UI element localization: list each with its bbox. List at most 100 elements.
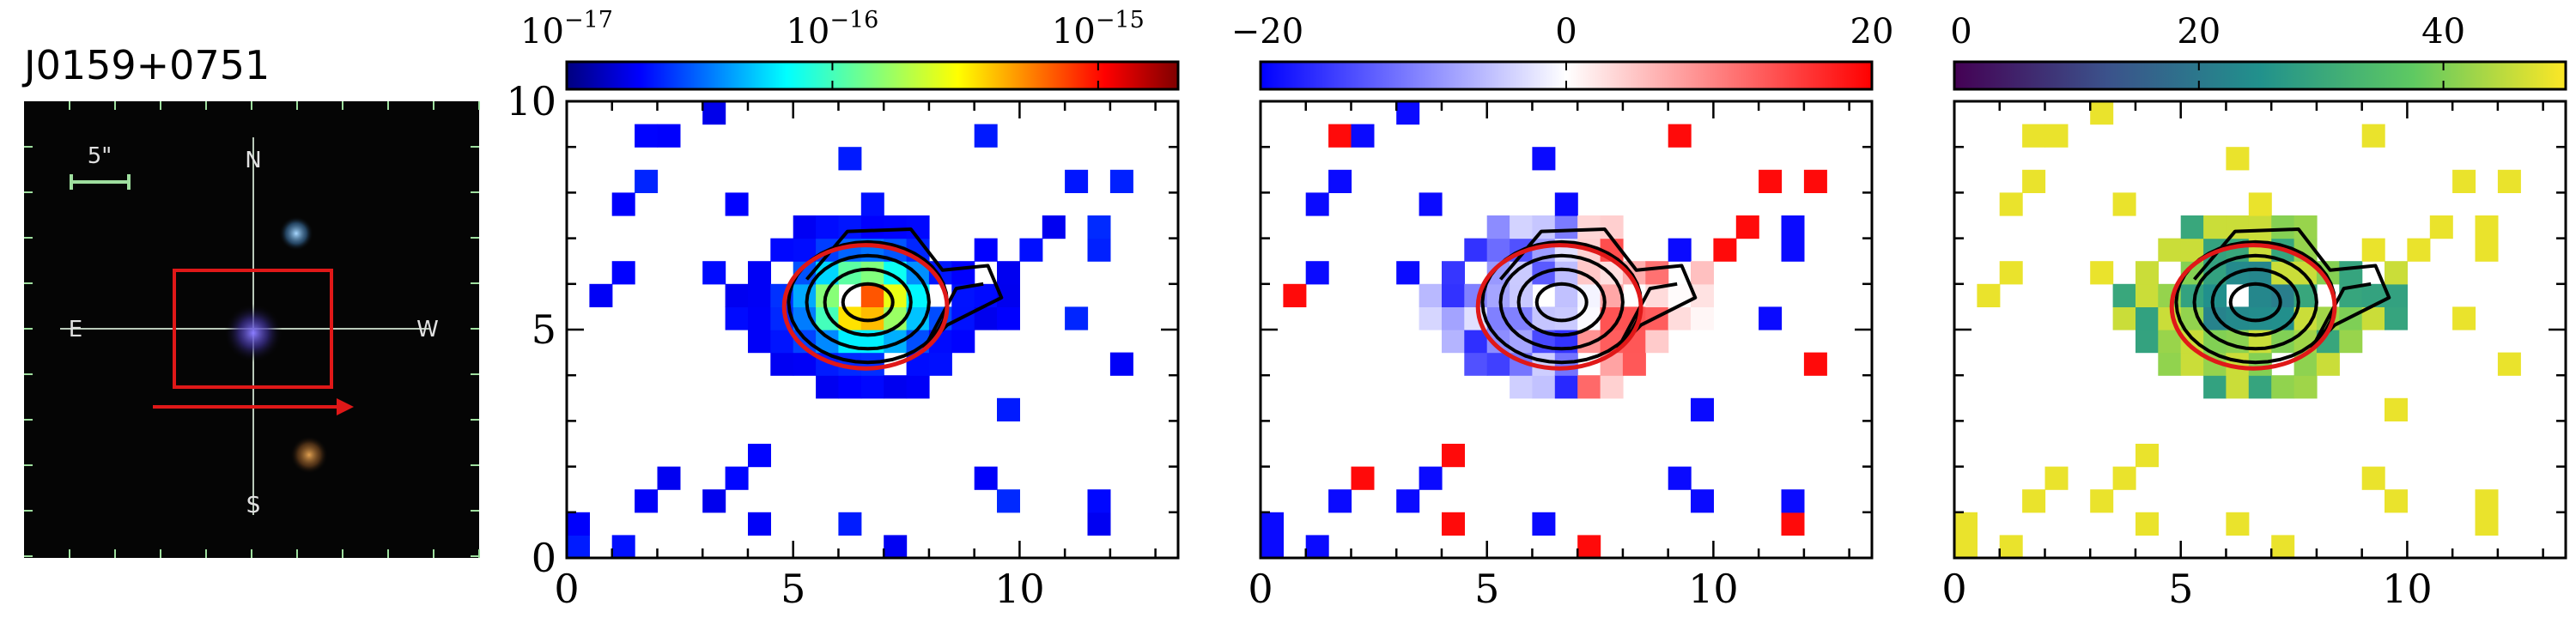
colorbar-tick-label: −20: [1231, 12, 1303, 52]
heatmap-cell: [1261, 535, 1284, 558]
heatmap-cell: [770, 352, 794, 376]
heatmap-cell: [906, 375, 930, 399]
contour-line: [805, 227, 1004, 350]
heatmap-cell: [1087, 512, 1111, 536]
heatmap-cell: [2293, 375, 2318, 399]
heatmap-cell: [2271, 215, 2295, 239]
heatmap-cell: [2248, 261, 2272, 285]
colorbar-ticks-dispersion: [1953, 62, 2445, 89]
heatmap-cell: [1042, 215, 1066, 239]
heatmap-cell: [1691, 489, 1714, 513]
heatmap-cell: [1442, 330, 1465, 354]
heatmap-cell: [1554, 192, 1578, 216]
heatmap-cell: [1532, 215, 1556, 239]
heatmap-cell: [1351, 124, 1375, 148]
heatmap-cell: [725, 192, 749, 216]
heatmap-cell: [1645, 261, 1669, 285]
heatmap-cell: [2136, 261, 2159, 285]
heatmap-cell: [1803, 169, 1827, 193]
heatmap-cell: [1600, 375, 1624, 399]
heatmap-cell: [2475, 215, 2499, 239]
heatmap-cell: [1442, 512, 1465, 536]
heatmap-cell: [748, 330, 771, 354]
y-tick-label: 10: [506, 78, 556, 124]
heatmap-cell: [1396, 261, 1420, 285]
heatmap-cell: [2316, 352, 2340, 376]
heatmap-cell: [2361, 466, 2385, 490]
field-star-blue: [279, 216, 313, 251]
heatmap-cell: [997, 306, 1020, 330]
heatmap-cell: [2136, 283, 2159, 307]
heatmap-cell: [635, 169, 659, 193]
heatmap-cell: [1419, 283, 1443, 307]
sky-thumbnail: 5" N S E W: [24, 101, 480, 558]
heatmap-cell: [816, 215, 840, 239]
heatmap-cell: [2248, 352, 2272, 376]
heatmap-cell: [2361, 238, 2385, 262]
heatmap-cells-velocity: [1261, 101, 1827, 558]
heatmap-cell: [2385, 261, 2408, 285]
heatmap-cell: [860, 352, 884, 376]
x-tick-labels-flux: 0 5 10: [554, 566, 1044, 612]
heatmap-cell: [1781, 512, 1805, 536]
x-tick-label: 5: [2168, 566, 2193, 612]
contour-line: [1516, 267, 1607, 337]
contour-line: [823, 267, 913, 337]
heatmap-cell: [567, 512, 590, 536]
heatmap-cell: [1577, 535, 1601, 558]
heatmap-cell: [793, 352, 817, 376]
heatmap-cell: [702, 261, 726, 285]
contours-flux: [787, 227, 1004, 365]
aperture-ellipse-dispersion: [2169, 243, 2337, 371]
y-tick-label: 0: [532, 535, 556, 581]
heatmap-cell: [2203, 215, 2227, 239]
heatmap-cell: [1803, 352, 1827, 376]
heatmap-cell: [1328, 169, 1352, 193]
heatmap-cell: [1486, 283, 1510, 307]
colorbar-tick-label: 0: [1950, 12, 1971, 52]
heatmap-cell: [906, 215, 930, 239]
heatmap-cell: [2090, 101, 2114, 125]
heatmap-cell: [2293, 215, 2318, 239]
heatmap-cell: [589, 283, 613, 307]
heatmap-cell: [2090, 261, 2114, 285]
heatmap-cell: [1305, 535, 1329, 558]
heatmap-cell: [1087, 489, 1111, 513]
heatmap-cell: [1999, 261, 2023, 285]
colorbar-tick-label: 40: [2421, 12, 2465, 52]
heatmap-cell: [2226, 512, 2250, 536]
heatmap-cell: [1283, 283, 1307, 307]
heatmap-cell: [2248, 192, 2272, 216]
heatmap-cell: [2475, 489, 2499, 513]
heatmap-cell: [1419, 306, 1443, 330]
heatmap-cell: [1328, 124, 1352, 148]
panel-dispersion: 0 20 40 0 5 10: [1941, 12, 2567, 612]
contour-line: [2228, 282, 2282, 323]
heatmap-cell: [1577, 283, 1601, 307]
colorbar-labels-dispersion: 0 20 40: [1950, 12, 2465, 52]
heatmap-cell: [748, 261, 771, 285]
thumbnail-frame-ticks: [24, 101, 480, 558]
heatmap-cell: [838, 147, 862, 171]
heatmap-cell: [1759, 306, 1783, 330]
heatmap-cell: [2136, 306, 2159, 330]
heatmap-cell: [793, 215, 817, 239]
y-tick-labels-flux: 0 5 10: [506, 78, 556, 581]
heatmap-cell: [1554, 375, 1578, 399]
heatmap-cell: [974, 124, 998, 148]
heatmap-cell: [657, 466, 681, 490]
heatmap-cell: [1781, 215, 1805, 239]
heatmap-cell: [2136, 512, 2159, 536]
x-tick-label: 10: [2382, 566, 2433, 612]
heatmap-cell: [1668, 466, 1692, 490]
heatmap-cell: [702, 101, 726, 125]
heatmap-cell: [611, 535, 635, 558]
heatmap-cell: [1954, 512, 1978, 536]
heatmap-cell: [2497, 352, 2521, 376]
contour-line: [2210, 267, 2300, 337]
heatmap-cell: [1305, 192, 1329, 216]
heatmap-cell: [860, 375, 884, 399]
heatmap-cell: [2022, 124, 2046, 148]
contour-line: [1534, 282, 1589, 323]
heatmap-cell: [2271, 283, 2295, 307]
